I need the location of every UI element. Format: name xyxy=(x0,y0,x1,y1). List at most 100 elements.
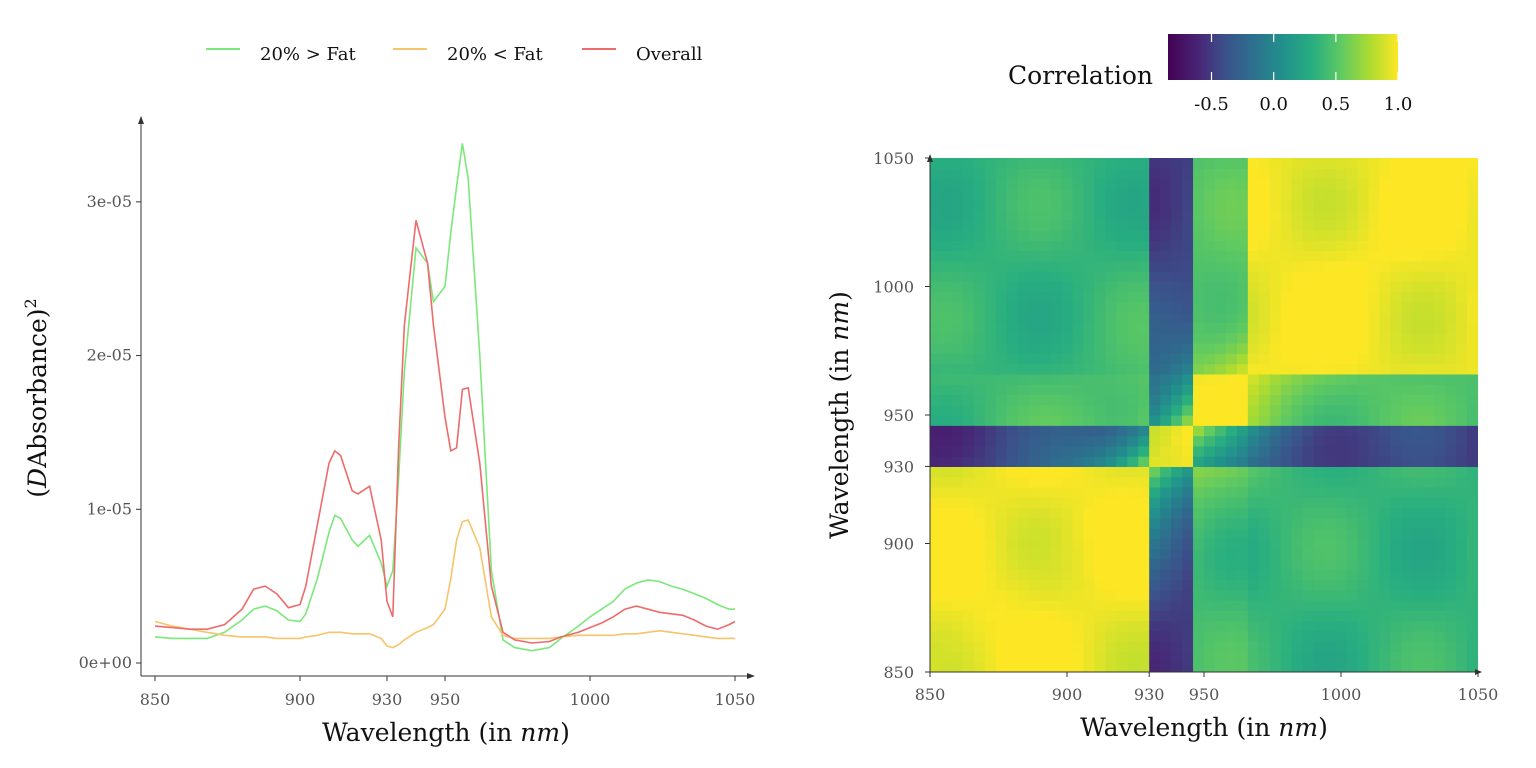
heatmap-cell xyxy=(1434,353,1446,365)
heatmap-cell xyxy=(1291,415,1304,426)
heatmap-cell xyxy=(951,641,964,653)
heatmap-cell xyxy=(1214,445,1227,457)
heatmap-cell xyxy=(1072,517,1085,529)
heatmap-cell xyxy=(973,641,986,653)
heatmap-cell xyxy=(1061,610,1074,622)
heatmap-cell xyxy=(1346,558,1359,570)
heatmap-cell xyxy=(1302,168,1315,180)
heatmap-cell xyxy=(1149,353,1161,365)
heatmap-cell xyxy=(1236,620,1249,632)
heatmap-cell xyxy=(1105,291,1117,303)
heatmap-cell xyxy=(1127,250,1139,262)
heatmap-cell xyxy=(1346,415,1359,426)
heatmap-cell xyxy=(1258,363,1271,375)
heatmap-cell xyxy=(1225,229,1238,241)
heatmap-cell xyxy=(1357,620,1369,632)
y-axis-arrow xyxy=(138,116,144,124)
heatmap-cell xyxy=(1280,476,1293,488)
heatmap-cell xyxy=(1072,415,1085,426)
heatmap-cell xyxy=(1456,373,1468,385)
heatmap-cell xyxy=(1291,620,1304,632)
heatmap-cell xyxy=(1258,476,1271,488)
heatmap-cell xyxy=(1050,466,1063,478)
heatmap-cell xyxy=(1006,199,1019,210)
heatmap-cell xyxy=(1138,312,1150,324)
heatmap-cell xyxy=(1105,651,1117,663)
heatmap-cell xyxy=(940,548,953,560)
heatmap-cell xyxy=(1335,610,1348,622)
heatmap-cell xyxy=(1445,486,1457,498)
heatmap-cell xyxy=(940,281,953,293)
heatmap-cell xyxy=(1138,250,1150,262)
heatmap-cell xyxy=(1050,620,1063,632)
heatmap-cell xyxy=(951,486,964,498)
heatmap-cell xyxy=(1116,332,1128,344)
heatmap-cell xyxy=(1225,343,1238,354)
heatmap-cell xyxy=(951,322,964,334)
heatmap-cell xyxy=(1039,661,1052,672)
heatmap-cell xyxy=(1017,528,1030,539)
heatmap-cell xyxy=(1412,466,1424,478)
heatmap-cell xyxy=(1258,415,1271,426)
heatmap-cell xyxy=(940,538,953,550)
heatmap-cell xyxy=(1357,209,1369,221)
heatmap-cell xyxy=(1105,600,1117,611)
heatmap-cell xyxy=(940,168,953,180)
heatmap-cell xyxy=(1291,209,1304,221)
heatmap-cell xyxy=(1269,538,1282,550)
heatmap-cell xyxy=(1061,199,1074,210)
heatmap-cell xyxy=(973,178,986,190)
heatmap-cell xyxy=(951,538,964,550)
heatmap-cell xyxy=(1149,456,1161,467)
heatmap-cell xyxy=(1346,404,1359,416)
heatmap-cell xyxy=(1346,188,1359,200)
heatmap-cell xyxy=(984,507,997,519)
heatmap-cell xyxy=(1072,394,1085,406)
heatmap-cell xyxy=(1412,240,1424,252)
heatmap-cell xyxy=(1138,219,1150,231)
heatmap-cell xyxy=(1258,651,1271,663)
heatmap-cell xyxy=(1116,301,1128,313)
heatmap-cell xyxy=(1083,610,1095,622)
heatmap-cell xyxy=(1083,353,1095,365)
heatmap-cell xyxy=(1247,363,1260,375)
heatmap-cell xyxy=(1050,517,1063,529)
heatmap-cell xyxy=(1138,332,1150,344)
heatmap-cell xyxy=(1105,456,1117,467)
heatmap-cell xyxy=(1072,630,1085,642)
heatmap-cell xyxy=(1456,394,1468,406)
heatmap-cell xyxy=(1083,651,1095,663)
heatmap-cell xyxy=(1127,322,1139,334)
heatmap-cell xyxy=(1149,661,1161,672)
heatmap-cell xyxy=(1280,610,1293,622)
heatmap-cell xyxy=(1379,301,1391,313)
heatmap-cell xyxy=(1214,291,1227,303)
heatmap-cell xyxy=(1214,363,1227,375)
heatmap-cell xyxy=(1116,661,1128,672)
heatmap-cell xyxy=(1083,178,1095,190)
x-tick-label: 900 xyxy=(285,690,316,709)
heatmap-cell xyxy=(1006,384,1019,396)
heatmap-cell xyxy=(1445,178,1457,190)
heatmap-cell xyxy=(1182,322,1194,334)
heatmap-cell xyxy=(1039,199,1052,210)
heatmap-cell xyxy=(1105,199,1117,210)
heatmap-cell xyxy=(1039,425,1052,437)
heatmap-cell xyxy=(1291,610,1304,622)
heatmap-cell xyxy=(1105,466,1117,478)
heatmap-cell xyxy=(1258,199,1271,210)
heatmap-cell xyxy=(1039,517,1052,529)
heatmap-cell xyxy=(1247,641,1260,653)
heatmap-cell xyxy=(1039,188,1052,200)
heatmap-cell xyxy=(1061,384,1074,396)
heatmap-cell xyxy=(1094,579,1106,591)
heatmap-cell xyxy=(995,661,1008,672)
heatmap-cell xyxy=(1160,548,1172,560)
heatmap-cell xyxy=(1214,394,1227,406)
heatmap-cell xyxy=(1445,569,1457,581)
heatmap-cell xyxy=(1291,404,1304,416)
x-title-left-pre: Wavelength (in xyxy=(322,718,520,747)
heatmap-cell xyxy=(1061,158,1074,169)
heatmap-cell xyxy=(1083,517,1095,529)
heatmap-cell xyxy=(1225,486,1238,498)
